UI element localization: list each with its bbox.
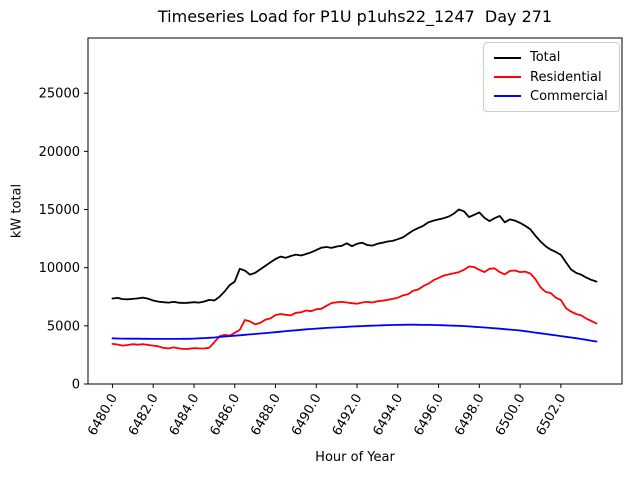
- x-tick-label: 6502.0: [534, 392, 570, 439]
- legend-label-total: Total: [530, 50, 561, 66]
- series-line-commercial: [111, 323, 598, 343]
- legend-swatch-commercial-line-icon: [494, 95, 521, 98]
- x-tick-label: 6488.0: [248, 392, 284, 439]
- axes-frame: [87, 37, 623, 385]
- x-tick-label: 6484.0: [167, 392, 203, 439]
- x-axis-label: Hour of Year: [315, 450, 395, 465]
- series-line-total: [111, 208, 598, 304]
- legend-item-commercial: Commercial: [484, 90, 619, 103]
- x-tick-label: 6500.0: [493, 392, 529, 439]
- legend-swatch-total-line-icon: [494, 56, 521, 59]
- x-tick-label: 6498.0: [452, 392, 488, 439]
- y-tick-label: 25000: [39, 87, 80, 102]
- legend-item-residential: Residential: [484, 71, 619, 84]
- x-tick-label: 6486.0: [207, 392, 243, 439]
- legend-label-residential: Residential: [530, 69, 602, 85]
- legend-swatch-residential-line-icon: [494, 76, 521, 78]
- legend-item-total: Total: [484, 51, 619, 64]
- x-tick-label: 6494.0: [371, 392, 407, 439]
- x-tick-label: 6492.0: [330, 392, 366, 439]
- y-tick-label: 10000: [39, 261, 80, 276]
- y-axis-label: kW total: [9, 183, 25, 239]
- y-tick-label: 0: [72, 378, 80, 393]
- y-tick-label: 5000: [47, 319, 80, 334]
- x-tick-label: 6482.0: [126, 392, 162, 439]
- x-tick-label: 6480.0: [85, 392, 121, 439]
- legend-label-commercial: Commercial: [530, 88, 608, 104]
- series-line-residential: [111, 265, 598, 350]
- legend: Total Residential Commercial: [483, 42, 620, 112]
- x-tick-label: 6490.0: [289, 392, 325, 439]
- x-tick-label: 6496.0: [411, 392, 447, 439]
- chart-title: Timeseries Load for P1U p1uhs22_1247 Day…: [157, 7, 553, 26]
- y-tick-label: 20000: [39, 145, 80, 160]
- y-tick-label: 15000: [39, 203, 80, 218]
